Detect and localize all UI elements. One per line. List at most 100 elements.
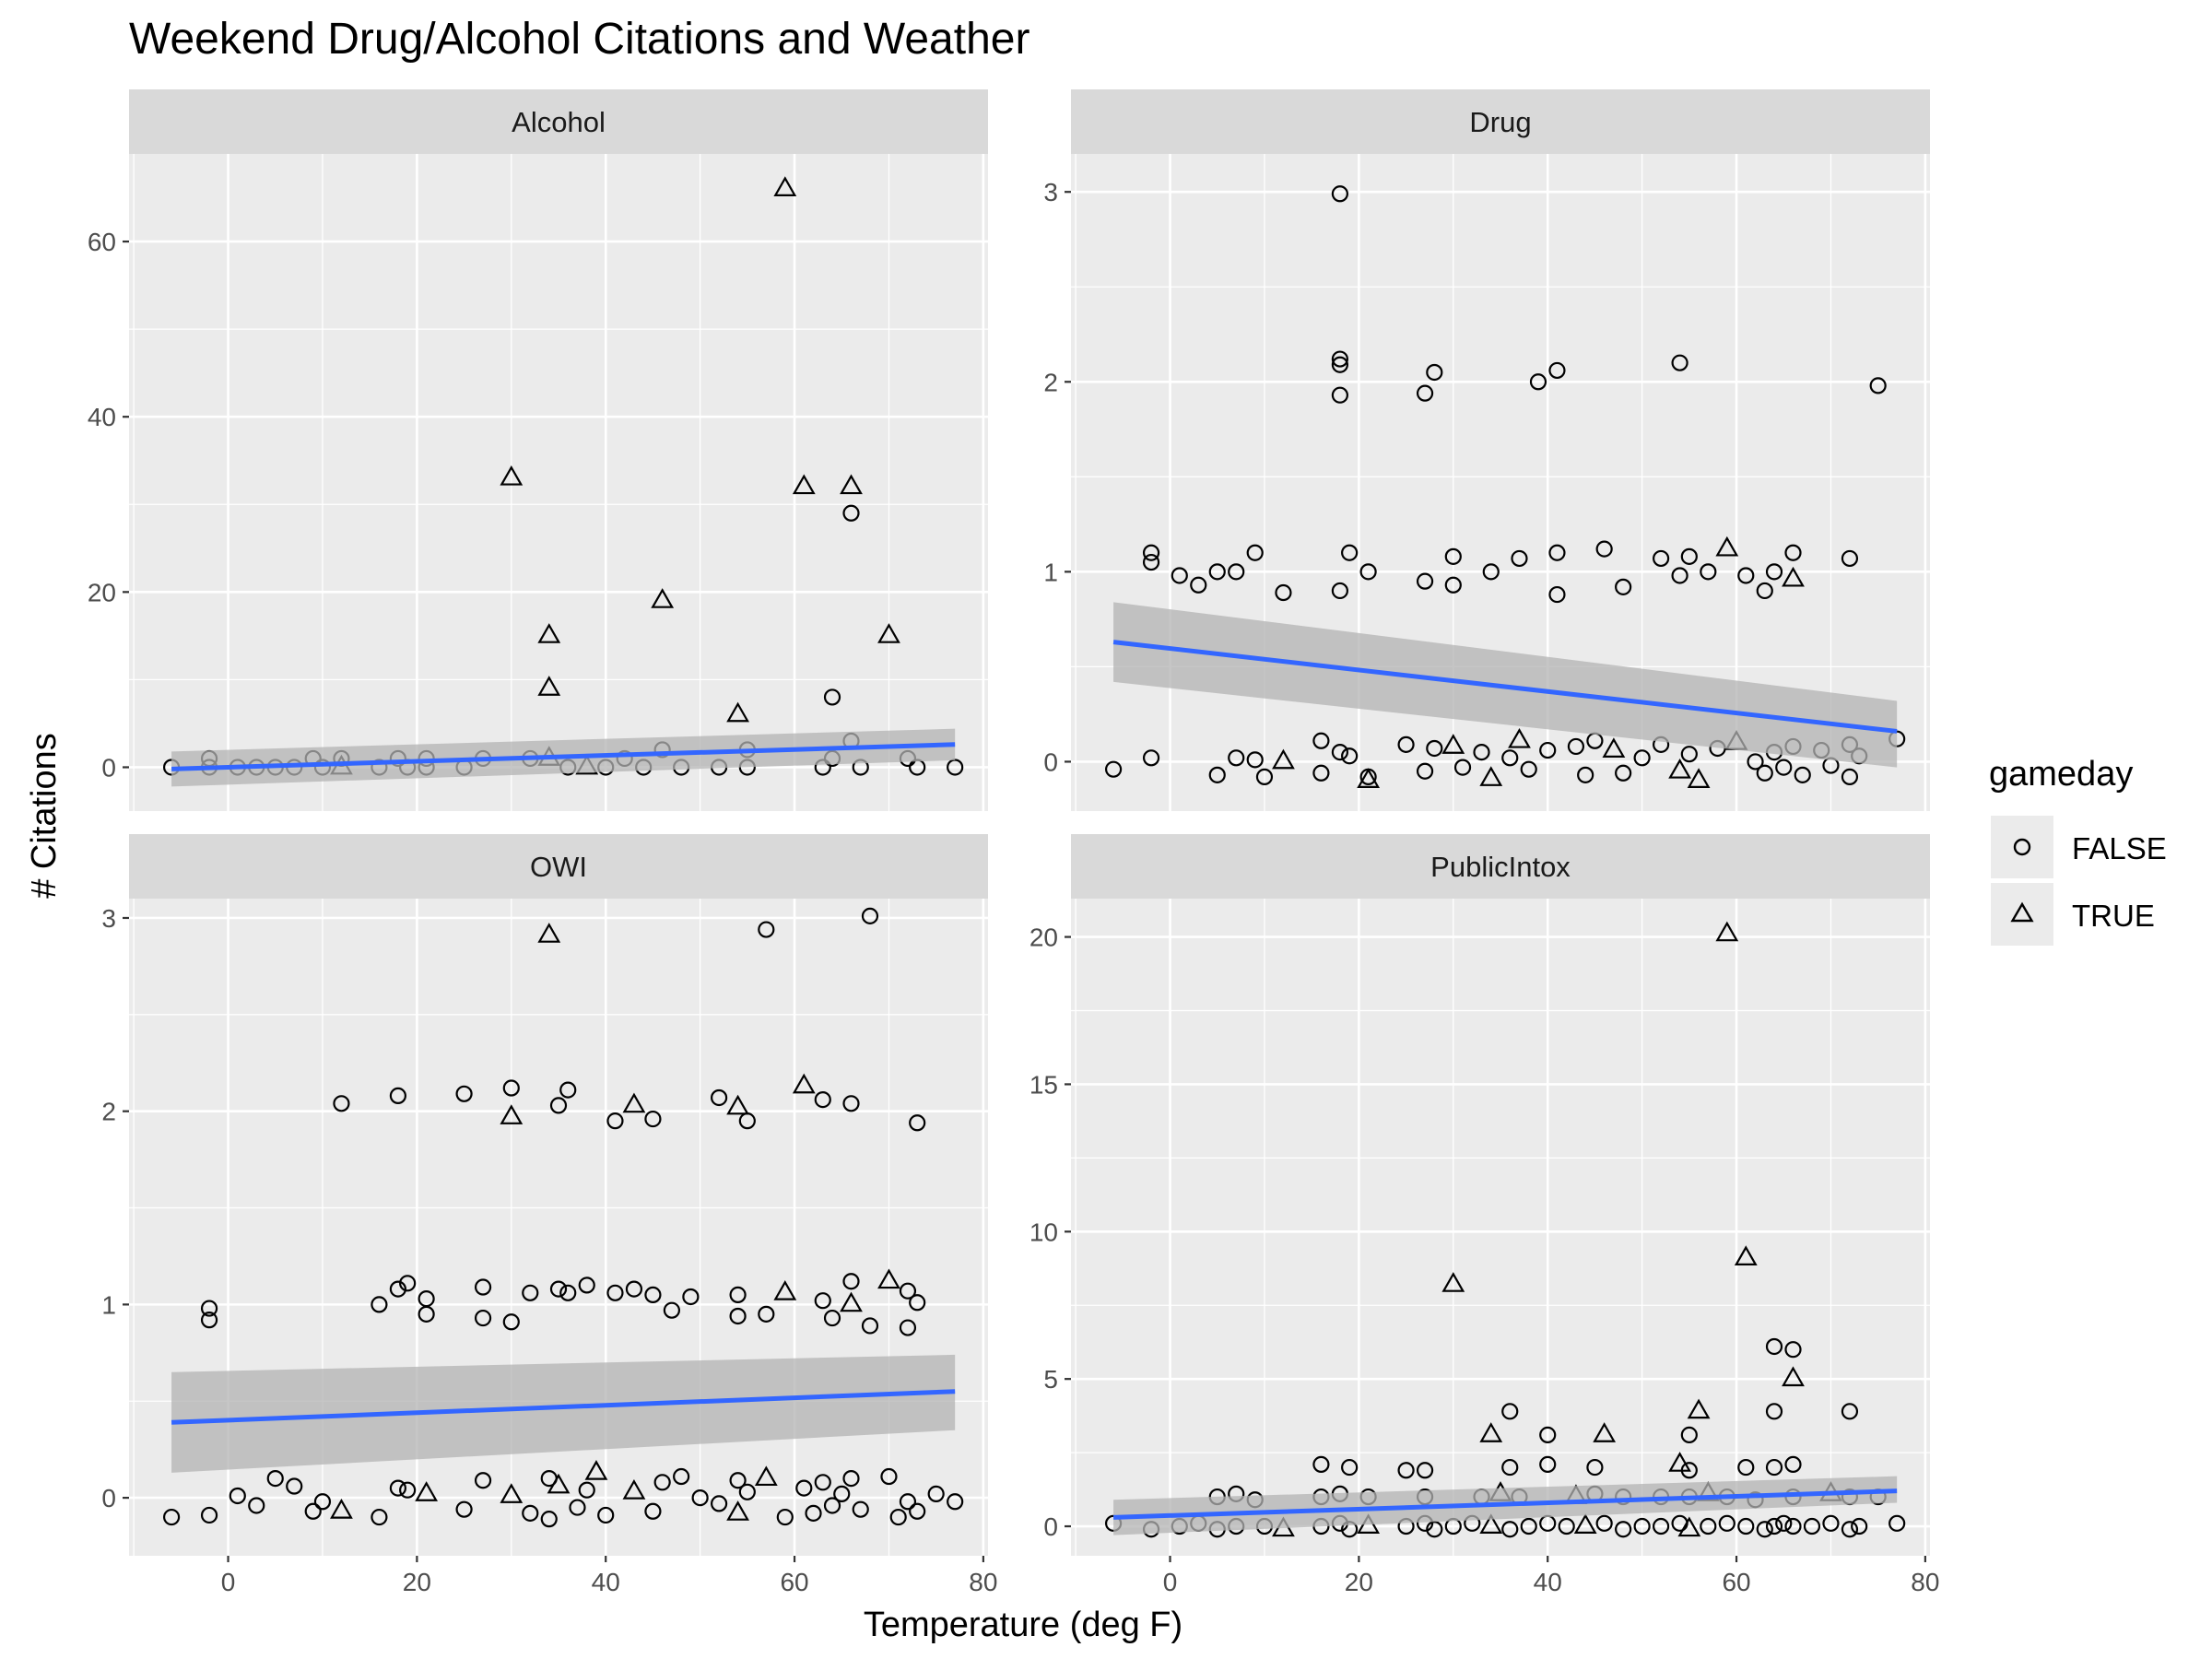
data-point-gameday-false: [823, 688, 841, 706]
data-point-gameday-false: [1586, 1458, 1604, 1477]
x-tick-label: 60: [780, 1568, 808, 1596]
data-point-gameday-false: [200, 1300, 218, 1317]
data-point-gameday-false: [1775, 759, 1793, 776]
data-point-gameday-false: [1228, 563, 1245, 581]
data-point-gameday-false: [286, 1477, 303, 1495]
facet-strip-label: Drug: [1469, 106, 1531, 138]
data-point-gameday-false: [1765, 563, 1783, 581]
confidence-ribbon: [171, 1354, 956, 1473]
data-point-gameday-false: [1246, 544, 1264, 561]
data-point-gameday-false: [399, 1275, 417, 1292]
data-point-gameday-true: [584, 1460, 608, 1480]
data-point-gameday-true: [754, 1465, 778, 1487]
data-point-gameday-true: [1441, 1272, 1465, 1292]
legend-title: gameday: [1989, 755, 2133, 794]
facet-strip-label: OWI: [530, 851, 587, 883]
data-point-gameday-false: [1444, 576, 1462, 594]
data-point-gameday-false: [1615, 578, 1632, 595]
legend-key-true: [1991, 883, 2053, 946]
data-point-gameday-false: [1680, 1426, 1698, 1444]
panel-publicintox: PublicIntox 0 5 10 15 20 0 20 40 60 80: [1030, 834, 1939, 1596]
data-point-gameday-false: [1331, 744, 1348, 761]
data-point-gameday-true: [792, 474, 816, 495]
data-point-gameday-false: [1653, 1517, 1670, 1535]
data-point-gameday-false: [1653, 549, 1670, 568]
data-point-gameday-false: [1765, 1458, 1783, 1477]
data-point-gameday-false: [1416, 1462, 1434, 1479]
data-point-gameday-false: [1426, 363, 1443, 382]
data-point-gameday-true: [500, 1104, 524, 1124]
y-tick-label: 1: [101, 1290, 116, 1319]
data-point-gameday-false: [1595, 1514, 1613, 1532]
panel-background: [129, 154, 988, 811]
data-point-gameday-false: [1548, 361, 1566, 380]
data-point-gameday-true: [726, 701, 749, 723]
data-point-gameday-false: [1747, 753, 1764, 771]
data-point-gameday-true: [537, 676, 561, 696]
data-point-gameday-false: [1426, 739, 1443, 758]
data-point-gameday-true: [622, 1092, 646, 1113]
data-point-gameday-false: [653, 1474, 671, 1491]
facet-strip: [1071, 89, 1930, 154]
data-point-gameday-false: [1671, 567, 1688, 584]
data-point-gameday-false: [644, 1110, 662, 1128]
fit-line: [1112, 640, 1898, 734]
data-point-gameday-false: [455, 1085, 473, 1102]
data-point-gameday-false: [1331, 350, 1348, 368]
panel-alcohol: Alcohol 0 20 40 60: [88, 89, 988, 811]
data-point-gameday-false: [1312, 732, 1330, 749]
facet-strip-label: Alcohol: [512, 106, 606, 138]
data-point-gameday-false: [1341, 1458, 1359, 1477]
panel-owi: OWI 0 1 2 3 0 20 40 60 80: [101, 834, 997, 1596]
y-tick-label: 0: [101, 1484, 116, 1512]
data-point-gameday-false: [1416, 762, 1434, 780]
data-point-gameday-false: [1784, 1341, 1802, 1359]
data-point-gameday-false: [1255, 768, 1274, 786]
data-point-gameday-false: [947, 1493, 964, 1511]
data-point-gameday-false: [1615, 764, 1632, 782]
data-point-gameday-false: [1737, 567, 1755, 584]
data-point-gameday-true: [773, 176, 797, 196]
x-tick-label: 80: [969, 1568, 997, 1596]
y-tick-label: 10: [1030, 1218, 1058, 1246]
data-point-gameday-false: [1397, 1462, 1415, 1479]
data-point-gameday-false: [805, 1504, 822, 1522]
data-point-gameday-false: [729, 1286, 747, 1303]
data-point-gameday-false: [248, 1497, 265, 1514]
data-point-gameday-true: [1479, 766, 1503, 786]
data-point-gameday-true: [1715, 921, 1739, 942]
data-point-gameday-false: [1397, 735, 1415, 753]
data-point-gameday-false: [1680, 1462, 1698, 1479]
data-point-gameday-false: [861, 907, 879, 924]
data-point-gameday-false: [1331, 356, 1348, 373]
data-point-gameday-false: [880, 1467, 898, 1486]
data-point-gameday-false: [814, 1090, 831, 1109]
data-point-gameday-false: [1171, 567, 1188, 584]
data-point-gameday-false: [597, 1506, 615, 1524]
data-point-gameday-false: [842, 1273, 860, 1290]
y-tick-label: 40: [88, 403, 116, 431]
data-point-gameday-false: [758, 921, 775, 938]
data-point-gameday-false: [1501, 1458, 1519, 1477]
x-axis-title: Temperature (deg F): [864, 1606, 1182, 1644]
data-point-gameday-false: [1718, 1514, 1735, 1532]
data-point-gameday-false: [200, 1506, 218, 1524]
y-tick-label: 3: [101, 904, 116, 933]
y-tick-label: 2: [1043, 368, 1058, 396]
data-point-gameday-true: [1272, 748, 1295, 770]
data-point-gameday-false: [842, 1470, 860, 1488]
data-point-gameday-false: [1246, 751, 1264, 769]
data-point-gameday-false: [758, 1305, 775, 1323]
data-point-gameday-false: [389, 1087, 406, 1105]
data-point-gameday-false: [1539, 741, 1557, 759]
panel-drug: Drug 0 1 2 3: [1043, 89, 1930, 811]
y-tick-label: 0: [1043, 1512, 1058, 1541]
data-point-gameday-false: [1453, 759, 1472, 776]
data-point-gameday-false: [738, 1112, 756, 1130]
data-point-gameday-true: [1782, 1366, 1805, 1387]
data-point-gameday-false: [1331, 386, 1348, 404]
data-point-gameday-false: [682, 1288, 700, 1306]
data-point-gameday-false: [1416, 384, 1434, 402]
data-point-gameday-true: [1715, 535, 1739, 557]
data-point-gameday-false: [578, 1481, 595, 1499]
